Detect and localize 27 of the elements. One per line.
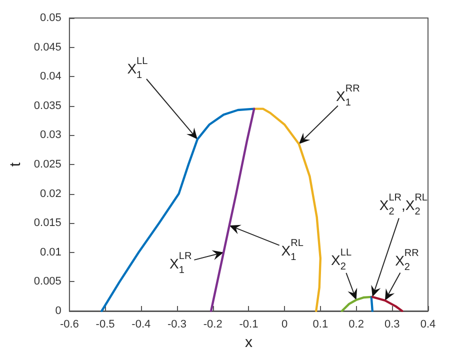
x-tick-label: -0.1 [239,318,258,330]
line-series [100,108,256,312]
y-tick-label: 0.03 [40,129,62,142]
x-tick-label: 0 [282,318,288,330]
x-tick-label: -0.5 [96,318,115,330]
y-tick-label: 0 [55,305,62,317]
x-tick-label: 0.2 [348,318,364,330]
x-tick-label: 0.3 [384,318,400,330]
x-tick-label: -0.4 [132,318,151,330]
y-tick-label: 0.005 [34,276,62,288]
y-tick-label: 0.05 [40,12,62,24]
y-tick-label: 0.015 [34,217,62,230]
y-tick-label: 0.02 [40,188,62,200]
x-tick-label: -0.2 [203,318,222,330]
x-tick-label: 0.1 [312,318,328,330]
y-tick-label: 0.035 [34,100,62,112]
line-series [210,108,256,312]
y-tick-label: 0.025 [34,158,62,170]
x-axis-title: x [244,334,253,351]
y-tick-label: 0.04 [40,70,62,83]
y-axis-title: t [7,162,24,167]
y-tick-label: 0.01 [40,246,62,258]
x-tick-label: -0.3 [168,318,186,330]
y-tick-label: 0.045 [34,41,62,54]
x-tick-label: -0.6 [60,318,79,330]
line-series [252,108,322,312]
x-tick-label: 0.4 [420,318,436,330]
